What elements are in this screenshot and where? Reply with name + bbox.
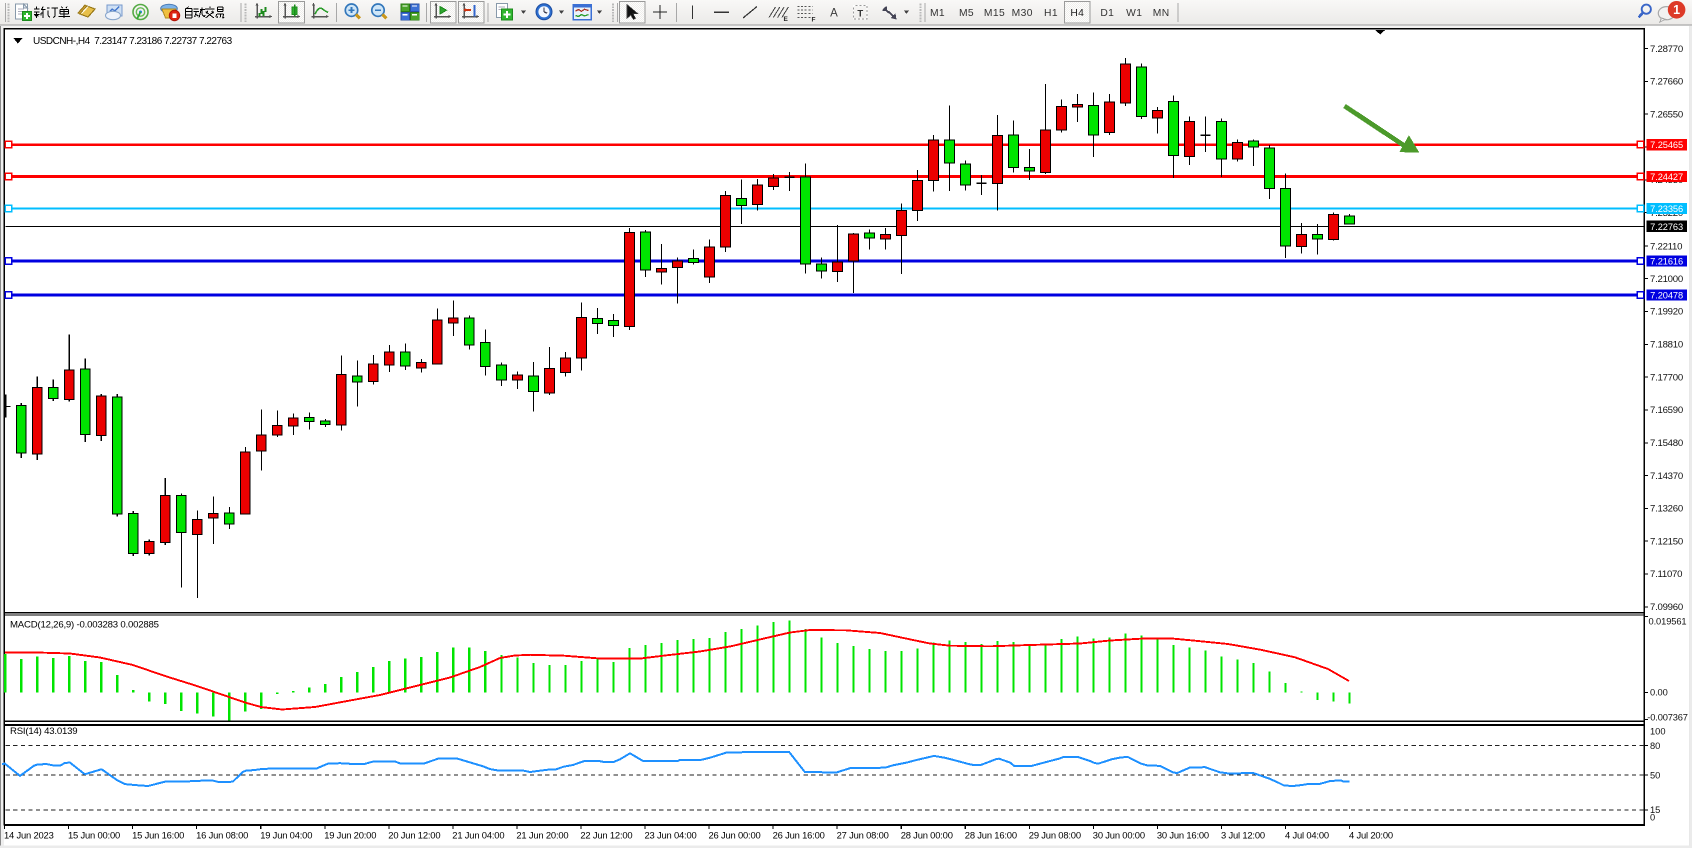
svg-text:A: A: [830, 8, 838, 20]
svg-text:28 Jun 16:00: 28 Jun 16:00: [965, 830, 1017, 841]
svg-text:M15: M15: [984, 8, 1005, 19]
svg-text:7.21000: 7.21000: [1650, 274, 1683, 285]
svg-text:22 Jun 12:00: 22 Jun 12:00: [580, 830, 632, 841]
svg-text:7.14370: 7.14370: [1650, 471, 1683, 482]
svg-text:-0.007367: -0.007367: [1647, 713, 1688, 723]
svg-text:D1: D1: [1100, 8, 1114, 19]
svg-text:1: 1: [1673, 3, 1680, 17]
svg-text:28 Jun 00:00: 28 Jun 00:00: [901, 830, 953, 841]
svg-text:23 Jun 04:00: 23 Jun 04:00: [645, 830, 697, 841]
svg-text:100: 100: [1650, 727, 1666, 737]
svg-text:29 Jun 08:00: 29 Jun 08:00: [1029, 830, 1081, 841]
svg-text:21 Jun 20:00: 21 Jun 20:00: [516, 830, 568, 841]
svg-text:7.15480: 7.15480: [1650, 438, 1683, 449]
svg-text:7.22763: 7.22763: [1650, 222, 1683, 232]
svg-text:H1: H1: [1044, 8, 1058, 19]
svg-text:F: F: [812, 17, 816, 24]
svg-text:19 Jun 04:00: 19 Jun 04:00: [260, 830, 312, 841]
svg-text:15 Jun 16:00: 15 Jun 16:00: [132, 830, 184, 841]
svg-text:21 Jun 04:00: 21 Jun 04:00: [452, 830, 504, 841]
svg-text:7.16590: 7.16590: [1650, 405, 1683, 416]
svg-text:15: 15: [1650, 805, 1660, 815]
svg-text:26 Jun 16:00: 26 Jun 16:00: [773, 830, 825, 841]
svg-text:7.23356: 7.23356: [1650, 204, 1683, 214]
svg-text:MACD(12,26,9) -0.003283 0.0028: MACD(12,26,9) -0.003283 0.002885: [10, 620, 159, 631]
svg-text:30 Jun 16:00: 30 Jun 16:00: [1157, 830, 1209, 841]
svg-text:7.12150: 7.12150: [1650, 536, 1683, 547]
svg-text:0.00: 0.00: [1650, 688, 1668, 698]
svg-text:30 Jun 00:00: 30 Jun 00:00: [1093, 830, 1145, 841]
svg-text:7.21616: 7.21616: [1650, 256, 1683, 266]
svg-text:80: 80: [1650, 741, 1660, 751]
svg-text:20 Jun 12:00: 20 Jun 12:00: [388, 830, 440, 841]
svg-text:W1: W1: [1126, 8, 1142, 19]
svg-text:16 Jun 08:00: 16 Jun 08:00: [196, 830, 248, 841]
svg-text:27 Jun 08:00: 27 Jun 08:00: [837, 830, 889, 841]
svg-text:MN: MN: [1153, 8, 1170, 19]
svg-text:0.019561: 0.019561: [1649, 616, 1687, 626]
svg-text:7.22110: 7.22110: [1650, 241, 1682, 252]
svg-text:7.18810: 7.18810: [1650, 340, 1683, 351]
svg-text:4 Jul 04:00: 4 Jul 04:00: [1285, 830, 1329, 841]
svg-text:T: T: [857, 8, 863, 19]
svg-text:7.27660: 7.27660: [1650, 77, 1683, 88]
svg-text:15 Jun 00:00: 15 Jun 00:00: [68, 830, 120, 841]
svg-text:M30: M30: [1012, 8, 1033, 19]
svg-text:7.09960: 7.09960: [1650, 602, 1683, 613]
svg-text:7.25465: 7.25465: [1650, 140, 1683, 150]
svg-text:7.24427: 7.24427: [1650, 172, 1683, 182]
svg-text:4 Jul 20:00: 4 Jul 20:00: [1349, 830, 1393, 841]
svg-text:M1: M1: [930, 8, 945, 19]
svg-text:50: 50: [1650, 770, 1660, 780]
svg-text:0: 0: [1650, 812, 1655, 822]
svg-text:M5: M5: [959, 8, 974, 19]
svg-text:26 Jun 00:00: 26 Jun 00:00: [709, 830, 761, 841]
svg-text:19 Jun 20:00: 19 Jun 20:00: [324, 830, 376, 841]
svg-text:H4: H4: [1070, 8, 1084, 19]
svg-text:USDCNH-,H4 7.23147 7.23186 7.: USDCNH-,H4 7.23147 7.23186 7.22737 7.227…: [33, 36, 233, 47]
svg-text:7.26550: 7.26550: [1650, 109, 1683, 120]
svg-text:7.11070: 7.11070: [1650, 569, 1682, 580]
svg-text:14 Jun 2023: 14 Jun 2023: [4, 830, 54, 841]
svg-text:7.17700: 7.17700: [1650, 372, 1683, 383]
svg-text:RSI(14) 43.0139: RSI(14) 43.0139: [10, 726, 77, 737]
svg-text:7.28770: 7.28770: [1650, 44, 1683, 55]
svg-text:7.19920: 7.19920: [1650, 307, 1683, 318]
svg-text:3 Jul 12:00: 3 Jul 12:00: [1221, 830, 1265, 841]
svg-text:7.20478: 7.20478: [1650, 290, 1683, 300]
svg-text:7.13260: 7.13260: [1650, 504, 1683, 515]
svg-text:E: E: [784, 16, 789, 23]
